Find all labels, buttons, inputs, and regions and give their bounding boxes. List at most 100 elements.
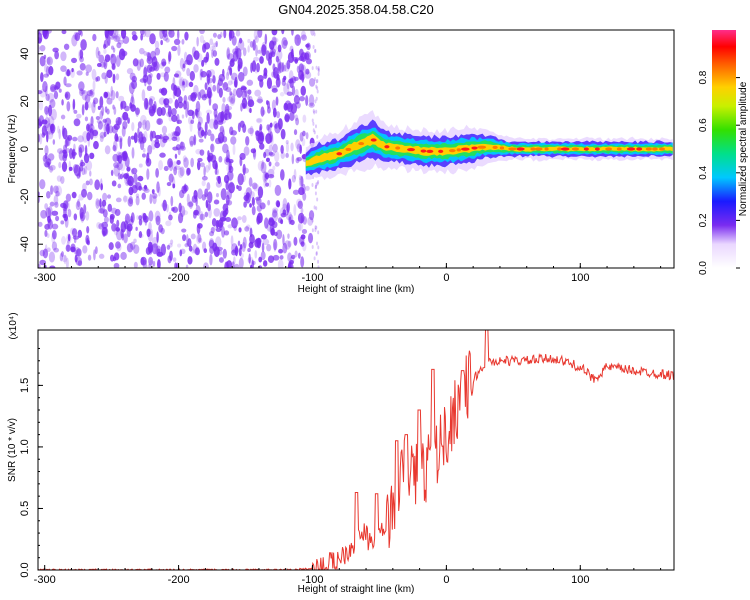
noise-blob — [286, 59, 291, 70]
noise-blob — [311, 218, 314, 223]
noise-blob — [126, 223, 133, 232]
noise-blob — [299, 144, 302, 154]
noise-blob — [251, 205, 256, 216]
noise-blob — [65, 83, 72, 88]
noise-blob — [272, 44, 278, 53]
noise-blob — [209, 253, 213, 266]
noise-blob — [250, 148, 257, 154]
noise-blob — [98, 54, 105, 63]
y-tick-label: 40 — [19, 48, 31, 60]
noise-blob — [116, 42, 122, 49]
noise-blob — [272, 63, 276, 72]
noise-blob — [92, 33, 97, 42]
noise-blob — [157, 118, 162, 125]
noise-blob — [86, 131, 91, 142]
noise-blob — [212, 50, 218, 57]
noise-blob — [154, 47, 161, 56]
noise-blob — [225, 87, 232, 93]
noise-blob — [267, 174, 275, 179]
noise-blob — [184, 31, 189, 41]
noise-blob — [54, 50, 60, 60]
noise-blob — [159, 72, 167, 78]
noise-blob — [247, 94, 250, 101]
noise-blob — [155, 168, 159, 178]
noise-blob — [127, 117, 130, 124]
noise-blob — [71, 228, 78, 238]
noise-blob — [199, 149, 205, 156]
noise-blob — [158, 97, 166, 105]
noise-blob — [225, 71, 230, 81]
noise-blob — [241, 90, 247, 100]
noise-blob — [182, 81, 185, 86]
noise-blob — [194, 247, 201, 256]
noise-blob — [66, 101, 71, 112]
noise-blob — [129, 72, 136, 81]
noise-blob — [199, 35, 205, 43]
noise-blob — [123, 195, 128, 203]
noise-blob — [181, 114, 185, 119]
noise-blob — [78, 81, 85, 92]
noise-blob — [279, 207, 287, 218]
x-tick-label: -300 — [34, 574, 56, 586]
noise-blob — [305, 132, 309, 140]
noise-blob — [229, 91, 233, 96]
noise-blob — [261, 44, 267, 56]
x-tick-label: 0 — [443, 574, 449, 586]
noise-blob — [299, 48, 304, 58]
noise-blob — [64, 91, 71, 100]
noise-blob — [115, 241, 121, 249]
noise-blob — [80, 89, 86, 95]
noise-blob — [249, 125, 254, 137]
noise-blob — [174, 87, 182, 98]
noise-blob — [79, 49, 84, 60]
noise-blob — [42, 81, 48, 93]
noise-blob — [38, 90, 43, 95]
noise-blob — [168, 173, 174, 183]
noise-blob — [296, 156, 303, 162]
noise-blob — [57, 148, 64, 154]
noise-blob — [263, 151, 267, 159]
noise-blob — [61, 161, 68, 172]
noise-blob — [188, 200, 193, 209]
noise-blob — [262, 238, 270, 246]
noise-blob — [201, 175, 208, 181]
noise-blob — [231, 217, 238, 229]
noise-blob — [171, 207, 175, 212]
noise-blob — [203, 131, 207, 139]
noise-blob — [247, 127, 254, 135]
noise-blob — [257, 30, 263, 38]
noise-blob — [293, 204, 297, 217]
noise-blob — [53, 90, 59, 100]
noise-blob — [211, 49, 214, 59]
noise-blob — [47, 104, 53, 117]
noise-blob — [200, 68, 204, 78]
noise-blob — [148, 98, 153, 107]
noise-blob — [126, 242, 134, 253]
noise-blob — [151, 192, 158, 199]
noise-blob — [271, 99, 276, 111]
y-tick-label: -40 — [19, 236, 31, 252]
noise-blob — [315, 251, 318, 256]
noise-blob — [120, 115, 126, 121]
noise-blob — [272, 41, 277, 46]
noise-blob — [313, 205, 316, 210]
noise-blob — [167, 97, 173, 104]
noise-blob — [116, 30, 120, 35]
noise-blob — [184, 243, 189, 248]
noise-blob — [210, 226, 215, 234]
noise-blob — [267, 199, 271, 206]
noise-blob — [189, 140, 194, 147]
noise-blob — [294, 88, 299, 98]
noise-blob — [73, 249, 78, 255]
noise-blob — [92, 79, 96, 92]
noise-blob — [45, 207, 52, 219]
noise-blob — [254, 89, 262, 97]
noise-blob — [302, 216, 308, 225]
noise-blob — [260, 251, 266, 261]
noise-blob — [307, 232, 314, 244]
noise-blob — [76, 199, 80, 208]
noise-blob — [244, 226, 250, 232]
noise-blob — [164, 103, 170, 108]
noise-blob — [73, 213, 78, 221]
noise-blob — [315, 241, 318, 246]
